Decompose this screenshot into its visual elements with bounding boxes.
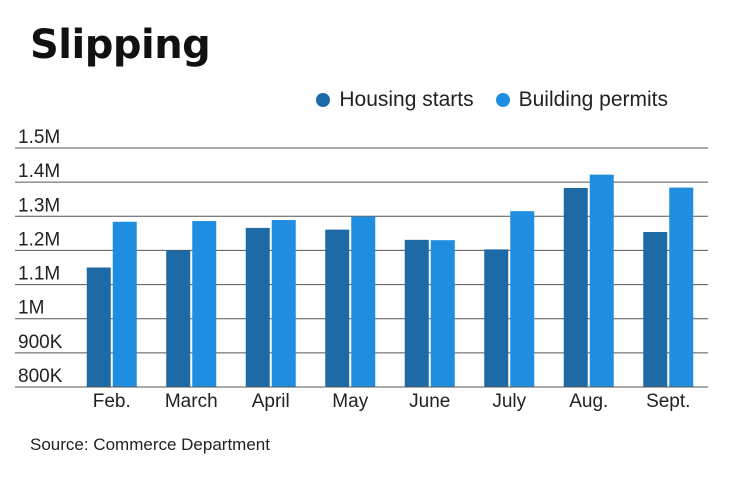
legend-label-building-permits: Building permits xyxy=(518,88,668,111)
x-tick-label: Sept. xyxy=(646,391,690,412)
bar-housing-starts xyxy=(86,267,111,387)
bar-building-permits xyxy=(192,221,217,387)
y-tick-label: 1.5M xyxy=(18,127,60,148)
legend-item-housing-starts: Housing starts xyxy=(316,88,474,112)
x-tick-label: March xyxy=(165,391,218,412)
legend: Housing starts Building permits xyxy=(294,88,668,112)
x-tick-label: July xyxy=(492,391,526,412)
chart-title: Slipping xyxy=(30,22,211,68)
bar-building-permits xyxy=(510,211,535,387)
x-tick-label: May xyxy=(332,391,368,412)
y-tick-label: 1.3M xyxy=(18,195,60,216)
y-tick-label: 1.1M xyxy=(18,264,60,285)
bar-housing-starts xyxy=(484,249,509,387)
bar-chart: 800K 900K 1M 1.1M 1.2M 1.3M 1.4M 1.5M Feb. March A… xyxy=(15,127,708,412)
x-tick-label: April xyxy=(252,391,290,412)
bar-building-permits xyxy=(589,174,614,387)
y-tick-label: 1.4M xyxy=(18,161,60,182)
source-note: Source: Commerce Department xyxy=(30,435,270,454)
bar-housing-starts xyxy=(245,227,270,387)
bar-housing-starts xyxy=(166,250,191,387)
bar-housing-starts xyxy=(563,187,588,387)
bar-building-permits xyxy=(351,216,376,387)
bar-building-permits xyxy=(271,220,296,387)
bar-building-permits xyxy=(112,221,137,387)
bar-building-permits xyxy=(669,187,694,387)
legend-swatch-building-permits xyxy=(495,93,510,107)
x-tick-label: June xyxy=(409,391,450,412)
y-tick-label: 1.2M xyxy=(18,229,60,250)
legend-label-housing-starts: Housing starts xyxy=(339,88,474,111)
bar-building-permits xyxy=(430,240,455,387)
y-tick-label: 1M xyxy=(18,298,44,319)
legend-item-building-permits: Building permits xyxy=(495,88,668,112)
y-tick-label: 800K xyxy=(18,366,63,387)
x-tick-label: Feb. xyxy=(93,391,131,412)
bar-housing-starts xyxy=(325,229,350,387)
x-tick-label: Aug. xyxy=(569,391,608,412)
y-tick-label: 900K xyxy=(18,332,63,353)
legend-swatch-housing-starts xyxy=(316,93,331,107)
bar-housing-starts xyxy=(643,231,668,387)
bar-housing-starts xyxy=(404,239,429,387)
